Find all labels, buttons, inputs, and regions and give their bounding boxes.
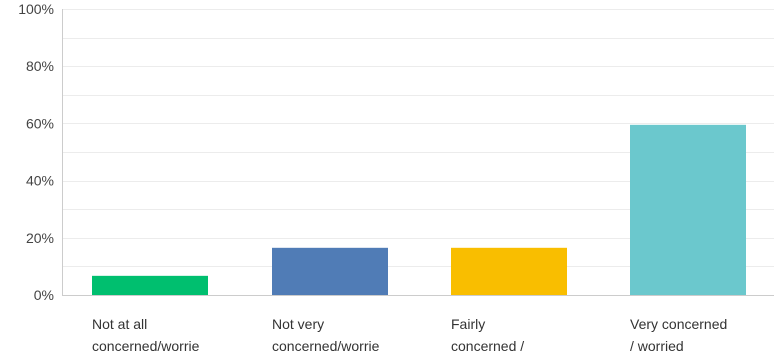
gridlines xyxy=(62,9,774,267)
axes xyxy=(62,9,774,296)
category-label: Not at all xyxy=(92,316,147,332)
y-tick-label: 60% xyxy=(26,115,54,131)
category-label: Very concerned xyxy=(630,316,727,332)
bar xyxy=(92,275,208,295)
y-tick-label: 40% xyxy=(26,173,54,189)
category-label: / worried xyxy=(630,338,684,354)
y-tick-label: 80% xyxy=(26,58,54,74)
bar xyxy=(451,247,567,295)
category-label: Fairly xyxy=(451,316,485,332)
category-labels: Not at all concerned/worrie Not very concer… xyxy=(92,316,727,354)
bar xyxy=(630,124,746,295)
bar xyxy=(272,247,388,295)
category-label: concerned/worrie xyxy=(92,338,200,354)
y-tick-label: 0% xyxy=(34,287,54,303)
y-tick-label: 20% xyxy=(26,230,54,246)
category-label: Not very xyxy=(272,316,324,332)
bars xyxy=(92,124,746,295)
y-tick-label: 100% xyxy=(18,1,54,17)
category-label: concerned/worrie xyxy=(272,338,380,354)
y-tick-labels: 0% 20% 40% 60% 80% 100% xyxy=(18,1,54,303)
category-label: concerned / xyxy=(451,338,524,354)
